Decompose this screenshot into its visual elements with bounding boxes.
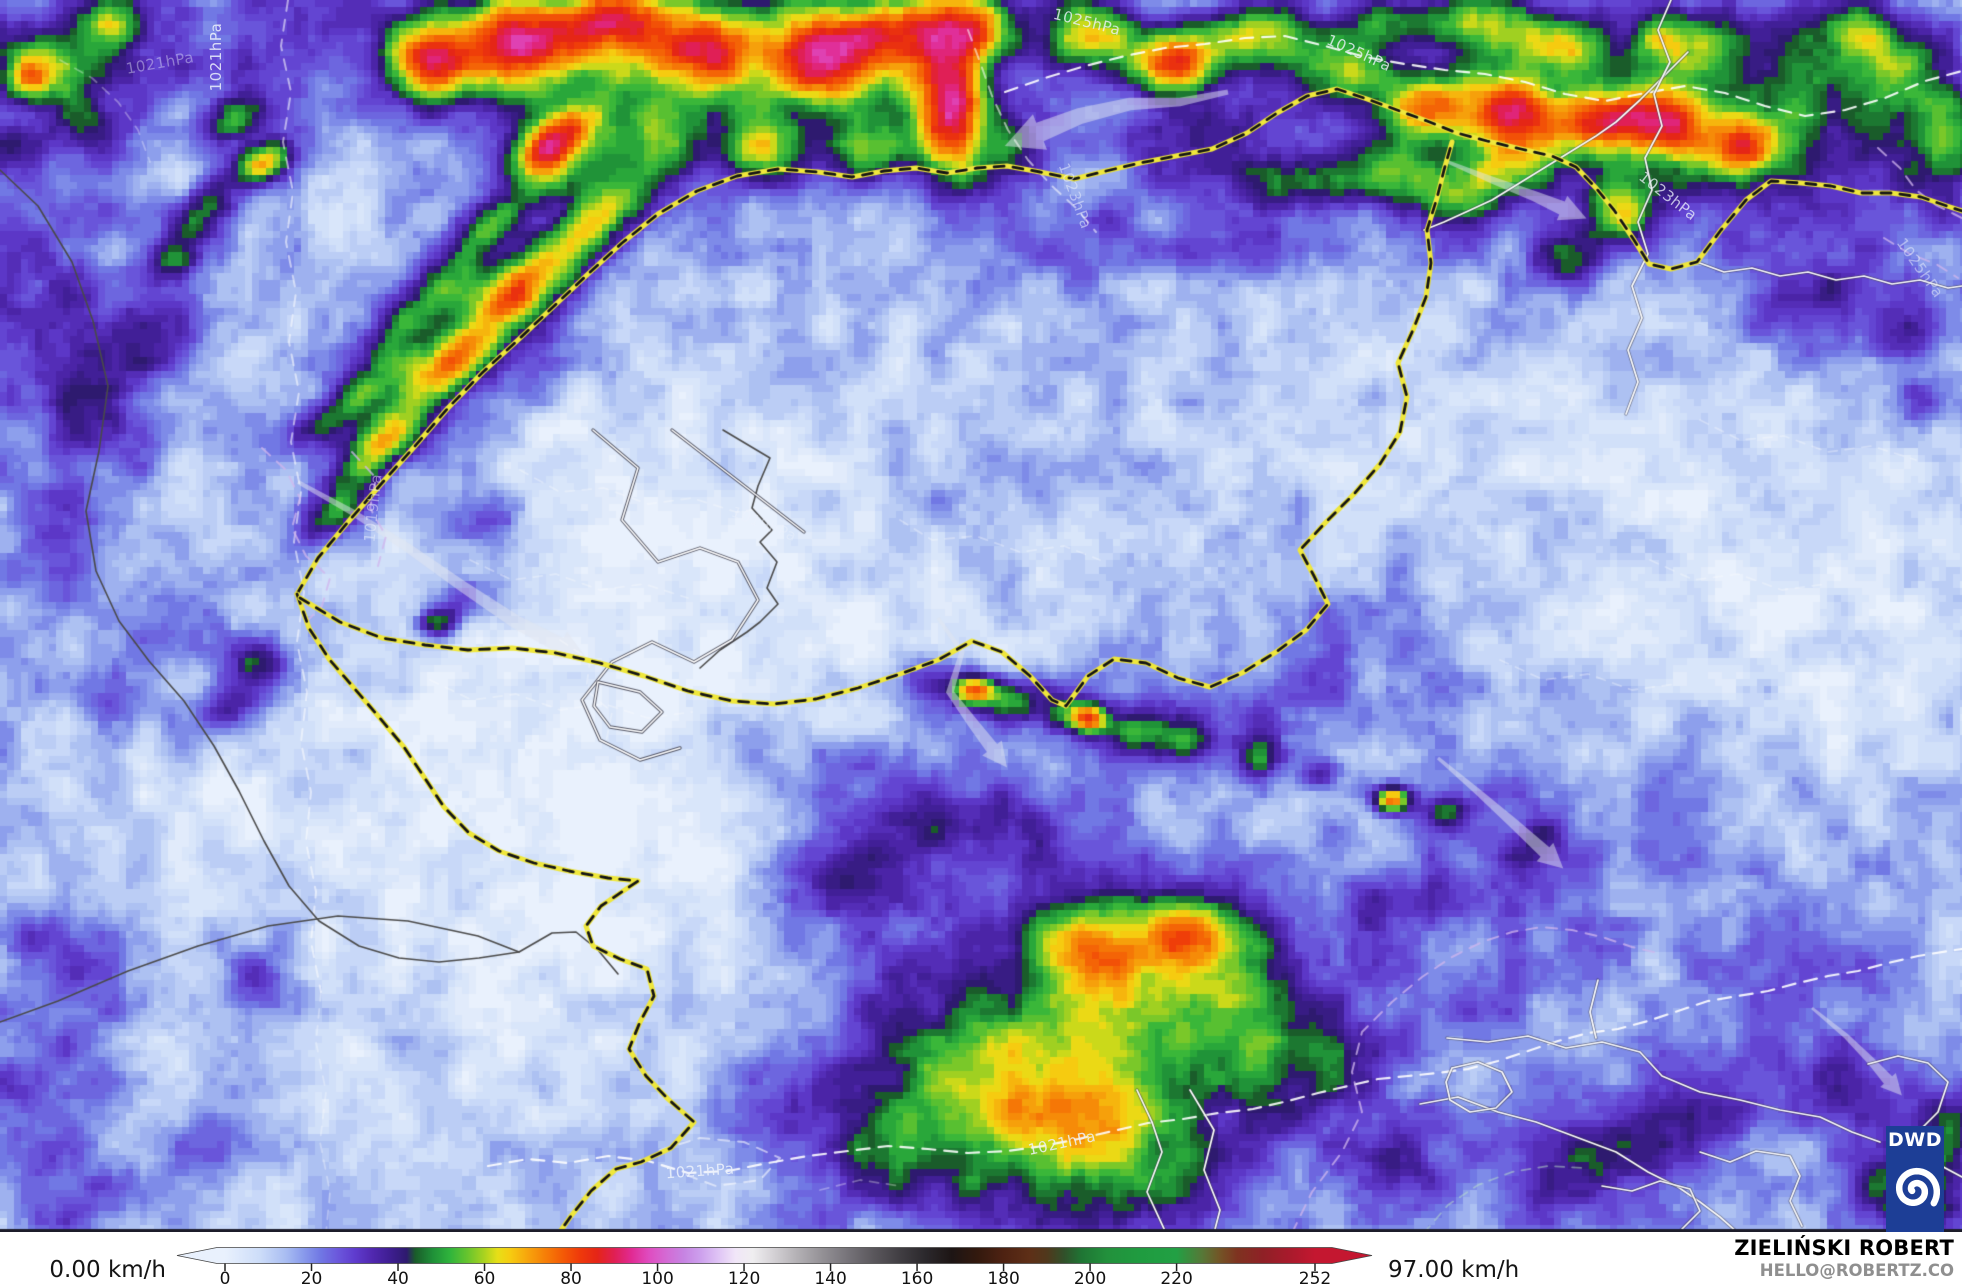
color-scale-tick-label: 0 — [220, 1269, 231, 1287]
color-scale-tick-label: 20 — [301, 1269, 323, 1287]
credit-name: ZIELIŃSKI ROBERT — [1734, 1236, 1954, 1260]
color-scale-tick-label: 140 — [814, 1269, 846, 1287]
credit-email: HELLO@ROBERTZ.CO — [1759, 1261, 1954, 1280]
color-scale-tick-label: 100 — [641, 1269, 673, 1287]
color-scale-tick-label: 200 — [1074, 1269, 1106, 1287]
color-scale-ticks: 0 20 40 60 80 100 120 140 160 180 200 220 252 — [220, 1263, 1331, 1287]
color-scale-tick-label: 120 — [728, 1269, 760, 1287]
color-scale: 0 20 40 60 80 100 120 140 160 180 200 220 252 — [176, 1247, 1373, 1287]
color-scale-tick-label: 60 — [474, 1269, 496, 1287]
dwd-logo: DWD — [1886, 1126, 1944, 1232]
wind-gust-map — [0, 0, 1962, 1232]
color-scale-arrow — [176, 1247, 1373, 1264]
color-scale-tick-label: 40 — [387, 1269, 409, 1287]
color-scale-tick-label: 220 — [1160, 1269, 1192, 1287]
color-scale-tick-label: 160 — [901, 1269, 933, 1287]
color-scale-tick-label: 80 — [560, 1269, 582, 1287]
color-scale-tick-label: 180 — [987, 1269, 1019, 1287]
dwd-logo-text: DWD — [1887, 1129, 1942, 1151]
legend-bar: 0 20 40 60 80 100 120 140 160 180 200 220 252 0.00 k… — [0, 1232, 1962, 1287]
dwd-spiral-icon — [1895, 1167, 1940, 1207]
color-scale-tick-label: 252 — [1299, 1269, 1331, 1287]
legend-max-label: 97.00 km/h — [1388, 1257, 1520, 1283]
legend-min-label: 0.00 km/h — [49, 1257, 166, 1283]
